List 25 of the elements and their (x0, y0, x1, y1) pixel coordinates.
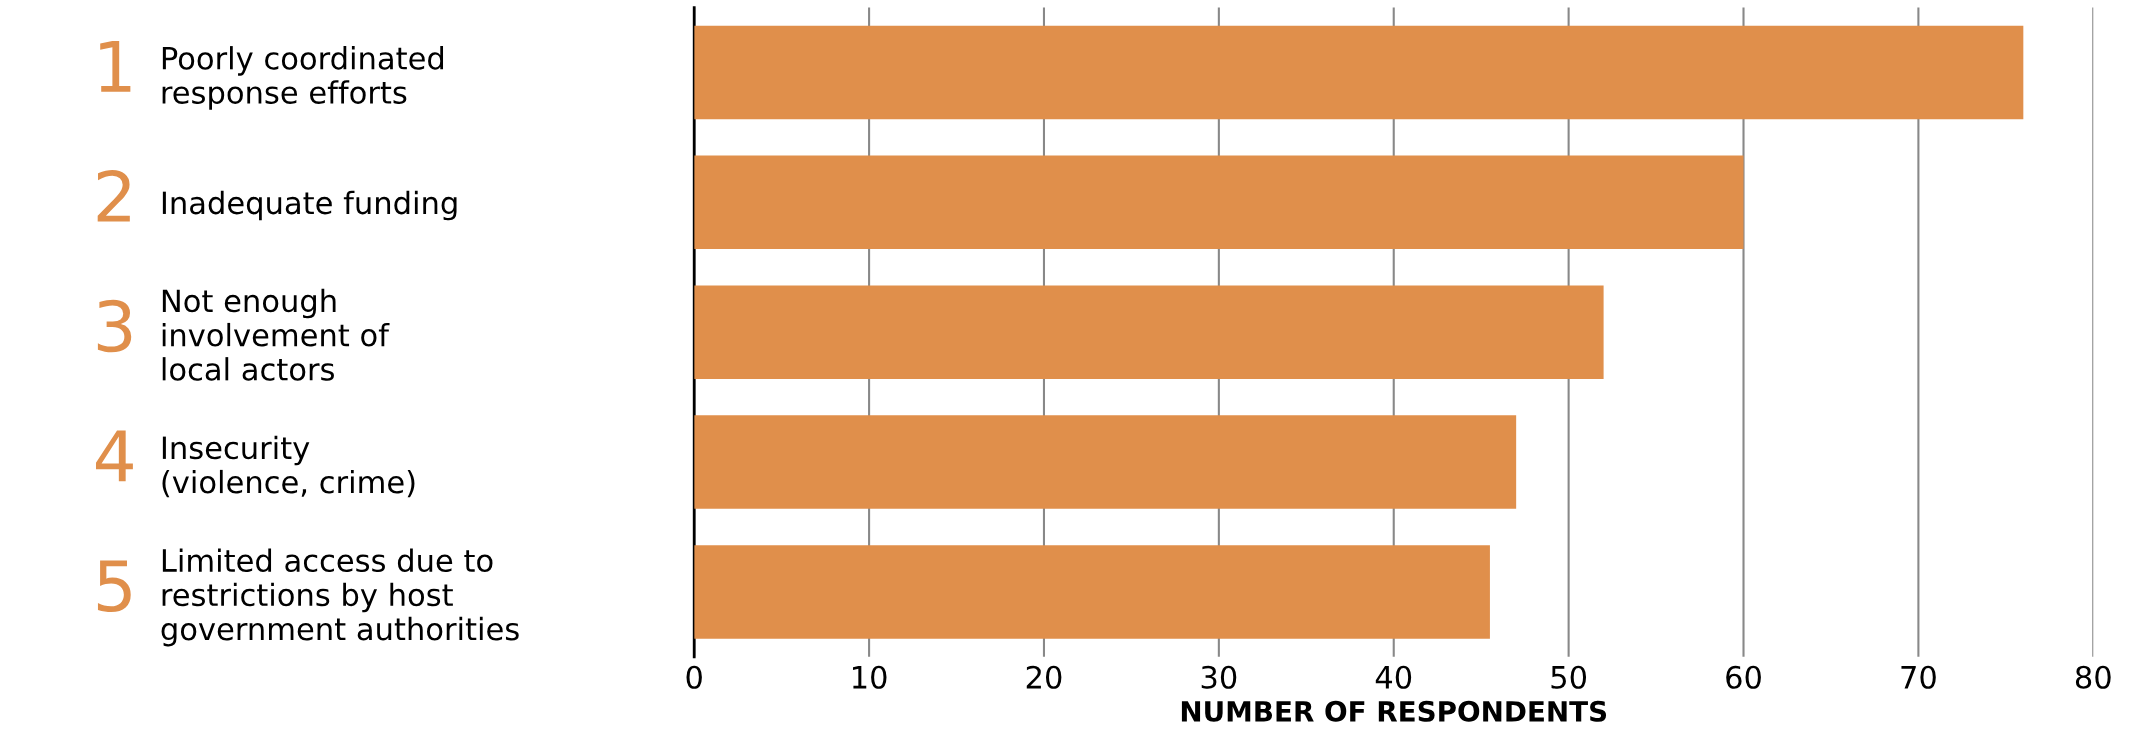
x-tick-label: 60 (1726, 665, 1761, 689)
text: 5 (97, 560, 131, 613)
text: 2 (97, 169, 130, 222)
y-tick-label: Poorly coordinated response efforts (162, 46, 444, 110)
text: 4 (95, 430, 133, 482)
text: 1 (100, 41, 131, 92)
bar (694, 415, 1517, 509)
bar (694, 155, 1744, 250)
x-tick-label: 40 (1375, 665, 1412, 689)
x-tick-label: 20 (1026, 665, 1062, 689)
y-tick-label: Inadequate funding (162, 190, 457, 221)
bar (694, 285, 1604, 379)
y-tick-label: Not enough involvement of local actors (162, 288, 390, 381)
x-tick-label: 30 (1201, 665, 1237, 689)
x-tick-label: 70 (1901, 665, 1936, 689)
y-tick-label: Limited access due to restrictions by host government authorities (161, 548, 519, 647)
x-tick-label: 10 (853, 665, 887, 689)
x-tick-label: 80 (2075, 665, 2111, 689)
text: 3 (97, 299, 132, 353)
x-axis-title: NUMBER OF RESPONDENTS (1181, 700, 1607, 722)
x-tick-label: 50 (1551, 665, 1587, 689)
bar (694, 25, 2024, 120)
x-tick-label: 0 (686, 665, 702, 689)
bar (694, 545, 1490, 639)
y-tick-label: Insecurity (violence, crime) (162, 435, 415, 498)
